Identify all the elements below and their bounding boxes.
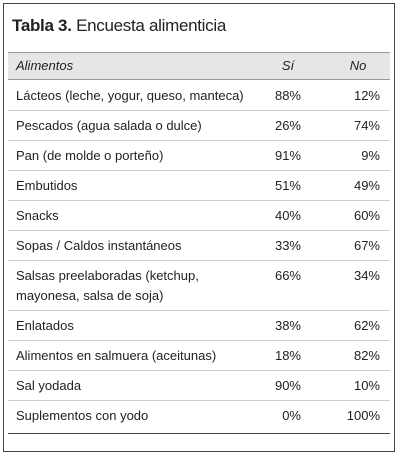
food-name: Suplementos con yodo	[16, 408, 149, 423]
food-name: Embutidos	[16, 178, 78, 193]
no-percent: 60%	[353, 208, 380, 223]
table-row: Salsas preelaboradas (ketchup, mayonesa,…	[8, 261, 390, 311]
table-row: Suplementos con yodo 0% 100%	[8, 401, 390, 430]
food-name: Enlatados	[16, 318, 74, 333]
table-row: Alimentos en salmuera (aceitunas) 18% 82%	[8, 341, 390, 371]
table-title-text: Encuesta alimenticia	[76, 16, 226, 35]
table-row: Snacks 40% 60%	[8, 201, 390, 231]
table-row: Sopas / Caldos instantáneos 33% 67%	[8, 231, 390, 261]
food-name: Pescados (agua salada o dulce)	[16, 118, 202, 133]
table-row: Lácteos (leche, yogur, queso, manteca) 88…	[8, 81, 390, 111]
table-label: Tabla 3.	[12, 16, 72, 35]
table-frame: Tabla 3. Encuesta alimenticia Alimentos …	[3, 3, 395, 452]
no-percent: 100%	[346, 408, 380, 423]
food-name: Pan (de molde o porteño)	[16, 148, 164, 163]
table-row: Enlatados 38% 62%	[8, 311, 390, 341]
yes-percent: 26%	[274, 118, 301, 133]
no-percent: 49%	[353, 178, 380, 193]
yes-percent: 90%	[274, 378, 301, 393]
yes-percent: 18%	[274, 348, 301, 363]
yes-percent: 40%	[274, 208, 301, 223]
yes-percent: 0%	[282, 408, 301, 423]
food-name: Alimentos en salmuera (aceitunas)	[16, 348, 217, 363]
table-row: Embutidos 51% 49%	[8, 171, 390, 201]
no-percent: 9%	[361, 148, 380, 163]
yes-percent: 38%	[274, 318, 301, 333]
table-row: Pescados (agua salada o dulce) 26% 74%	[8, 111, 390, 141]
yes-percent: 33%	[274, 238, 301, 253]
no-percent: 67%	[353, 238, 380, 253]
yes-percent: 66%	[274, 268, 301, 283]
table-row: Pan (de molde o porteño) 91% 9%	[8, 141, 390, 171]
no-percent: 62%	[353, 318, 380, 333]
header-row: Alimentos Sí No	[8, 52, 390, 80]
yes-percent: 88%	[274, 88, 301, 103]
table-bottom-rule	[8, 433, 390, 434]
food-name: Snacks	[16, 208, 59, 223]
table-row: Sal yodada 90% 10%	[8, 371, 390, 401]
column-header: No	[349, 58, 367, 73]
no-percent: 34%	[353, 268, 380, 283]
no-percent: 10%	[353, 378, 380, 393]
table-title: Tabla 3. Encuesta alimenticia	[12, 16, 226, 36]
food-name: Sal yodada	[16, 378, 82, 393]
food-name: Sopas / Caldos instantáneos	[16, 238, 182, 253]
column-header: Alimentos	[16, 58, 74, 73]
column-header: Sí	[281, 58, 295, 73]
food-name: Salsas preelaboradas (ketchup, mayonesa,…	[16, 268, 199, 303]
yes-percent: 51%	[274, 178, 301, 193]
no-percent: 12%	[353, 88, 380, 103]
no-percent: 82%	[353, 348, 380, 363]
food-name: Lácteos (leche, yogur, queso, manteca)	[16, 88, 244, 103]
no-percent: 74%	[353, 118, 380, 133]
yes-percent: 91%	[274, 148, 301, 163]
